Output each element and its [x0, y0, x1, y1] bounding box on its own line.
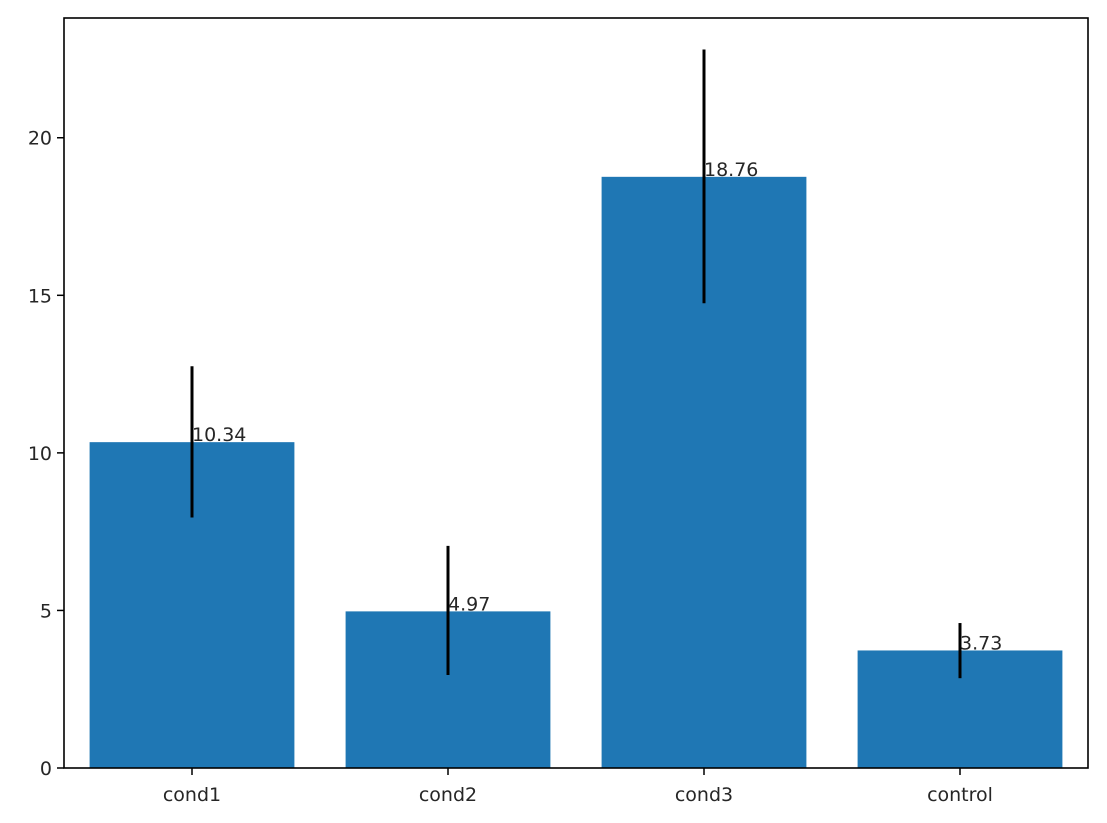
x-tick-label: cond1 [163, 784, 221, 806]
value-labels-layer: 10.34 4.97 18.76 3.73 [192, 159, 1002, 655]
y-tick-label: 0 [40, 758, 52, 780]
bars-layer [89, 176, 1063, 768]
y-axis: 0 5 10 15 20 [28, 128, 64, 780]
value-label-cond2: 4.97 [448, 593, 490, 615]
y-tick-label: 20 [28, 128, 52, 150]
x-tick-label: control [927, 784, 993, 806]
y-tick-label: 15 [28, 285, 52, 307]
error-bars-layer [190, 49, 962, 679]
y-tick-label: 5 [40, 600, 52, 622]
y-tick-label: 10 [28, 443, 52, 465]
value-label-cond3: 18.76 [704, 159, 758, 181]
x-axis: cond1 cond2 cond3 control [163, 768, 993, 806]
x-tick-label: cond3 [675, 784, 733, 806]
x-tick-label: cond2 [419, 784, 477, 806]
value-label-control: 3.73 [960, 632, 1002, 654]
value-label-cond1: 10.34 [192, 424, 246, 446]
axes-frame [63, 17, 1089, 769]
